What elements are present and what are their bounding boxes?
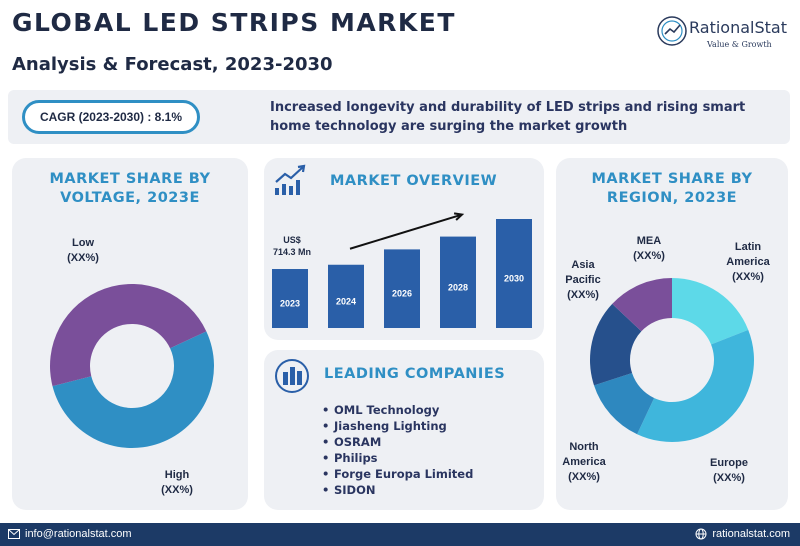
cagr-badge: CAGR (2023-2030) : 8.1% — [22, 100, 200, 134]
voltage-label-low-value: (XX%) — [67, 252, 99, 264]
globe-icon — [695, 528, 707, 540]
voltage-label-high-name: High — [164, 469, 190, 481]
region-label-europe-value: (XX%) — [713, 472, 745, 484]
list-item: Jiasheng Lighting — [322, 418, 473, 434]
voltage-title-line2: VOLTAGE, 2023E — [60, 190, 200, 206]
growth-chart-icon — [275, 164, 306, 195]
region-label-latin-america: Latin America (XX%) — [718, 240, 778, 285]
list-item: SIDON — [322, 482, 473, 498]
page-subtitle: Analysis & Forecast, 2023-2030 — [12, 54, 333, 75]
overview-value-currency: US$ — [283, 235, 301, 245]
bar-2023 — [272, 269, 308, 328]
voltage-label-low-name: Low — [72, 237, 94, 249]
bar-2028 — [440, 236, 476, 328]
region-label-mea-name: MEA — [636, 235, 662, 247]
voltage-label-high: High (XX%) — [152, 468, 202, 498]
region-slice-europe — [637, 329, 754, 442]
region-label-latin-value: (XX%) — [732, 271, 764, 283]
region-label-latin-line1: Latin — [734, 241, 762, 253]
region-label-asia-value: (XX%) — [567, 289, 599, 301]
footer-website[interactable]: rationalstat.com — [695, 528, 790, 540]
voltage-slice-high — [50, 284, 207, 387]
voltage-panel-title: MARKET SHARE BY VOLTAGE, 2023E — [12, 170, 248, 208]
region-label-latin-line2: America — [726, 256, 770, 268]
bar-label-2028: 2028 — [448, 282, 468, 292]
bar-2030 — [496, 219, 532, 328]
region-label-europe: Europe (XX%) — [702, 456, 756, 486]
voltage-label-high-value: (XX%) — [161, 484, 193, 496]
trend-arrow-line — [349, 213, 463, 250]
footer-email[interactable]: info@rationalstat.com — [8, 528, 132, 540]
list-item: Philips — [322, 450, 473, 466]
region-slice-asia-pacific — [589, 303, 642, 386]
companies-panel-title: LEADING COMPANIES — [324, 366, 506, 382]
region-label-asia-line2: Pacific — [565, 274, 601, 286]
list-item: OSRAM — [322, 434, 473, 450]
bar-label-2030: 2030 — [504, 274, 524, 284]
region-label-mea: MEA (XX%) — [624, 234, 674, 264]
voltage-slice-low — [52, 331, 215, 449]
overview-value-label: US$ 714.3 Mn — [268, 234, 316, 258]
region-title-line1: MARKET SHARE BY — [591, 171, 753, 187]
bar-label-2023: 2023 — [280, 299, 300, 309]
bar-label-2026: 2026 — [392, 289, 412, 299]
region-slice-latin-america — [672, 278, 749, 345]
overview-value-amount: 714.3 Mn — [272, 247, 312, 257]
region-label-europe-name: Europe — [710, 457, 748, 469]
region-label-na-line2: America — [562, 456, 606, 468]
bar-2024 — [328, 264, 364, 328]
region-label-na-value: (XX%) — [568, 471, 600, 483]
footer: info@rationalstat.com rationalstat.com — [0, 523, 800, 546]
voltage-label-low: Low (XX%) — [58, 236, 108, 266]
region-label-north-america: North America (XX%) — [556, 440, 612, 485]
list-item: Forge Europa Limited — [322, 466, 473, 482]
region-slice-north-america — [594, 372, 655, 435]
mail-icon — [8, 529, 20, 539]
voltage-panel — [12, 158, 248, 510]
region-label-asia-line1: Asia — [571, 259, 595, 271]
region-panel-title: MARKET SHARE BY REGION, 2023E — [556, 170, 788, 208]
footer-email-text: info@rationalstat.com — [25, 528, 132, 540]
companies-list: OML Technology Jiasheng Lighting OSRAM P… — [322, 402, 473, 498]
logo-mark-icon — [657, 16, 687, 46]
trend-arrow-head — [453, 212, 465, 221]
region-label-na-line1: North — [569, 441, 599, 453]
voltage-title-line1: MARKET SHARE BY — [49, 171, 211, 187]
logo-tagline: Value & Growth — [707, 40, 772, 49]
list-item: OML Technology — [322, 402, 473, 418]
bar-2026 — [384, 249, 420, 328]
page-title: GLOBAL LED STRIPS MARKET — [12, 8, 456, 37]
footer-website-text: rationalstat.com — [712, 528, 790, 540]
overview-panel-title: MARKET OVERVIEW — [330, 173, 498, 189]
buildings-icon — [275, 359, 309, 393]
banner-text: Increased longevity and durability of LE… — [270, 100, 746, 134]
company-logo[interactable]: RationalStat Value & Growth — [655, 14, 795, 54]
region-title-line2: REGION, 2023E — [606, 190, 738, 206]
bar-label-2024: 2024 — [336, 296, 356, 306]
region-label-mea-value: (XX%) — [633, 250, 665, 262]
region-slice-mea — [612, 278, 672, 332]
region-label-asia-pacific: Asia Pacific (XX%) — [556, 258, 610, 303]
logo-name: RationalStat — [689, 18, 787, 37]
summary-banner: CAGR (2023-2030) : 8.1% Increased longev… — [8, 90, 790, 144]
